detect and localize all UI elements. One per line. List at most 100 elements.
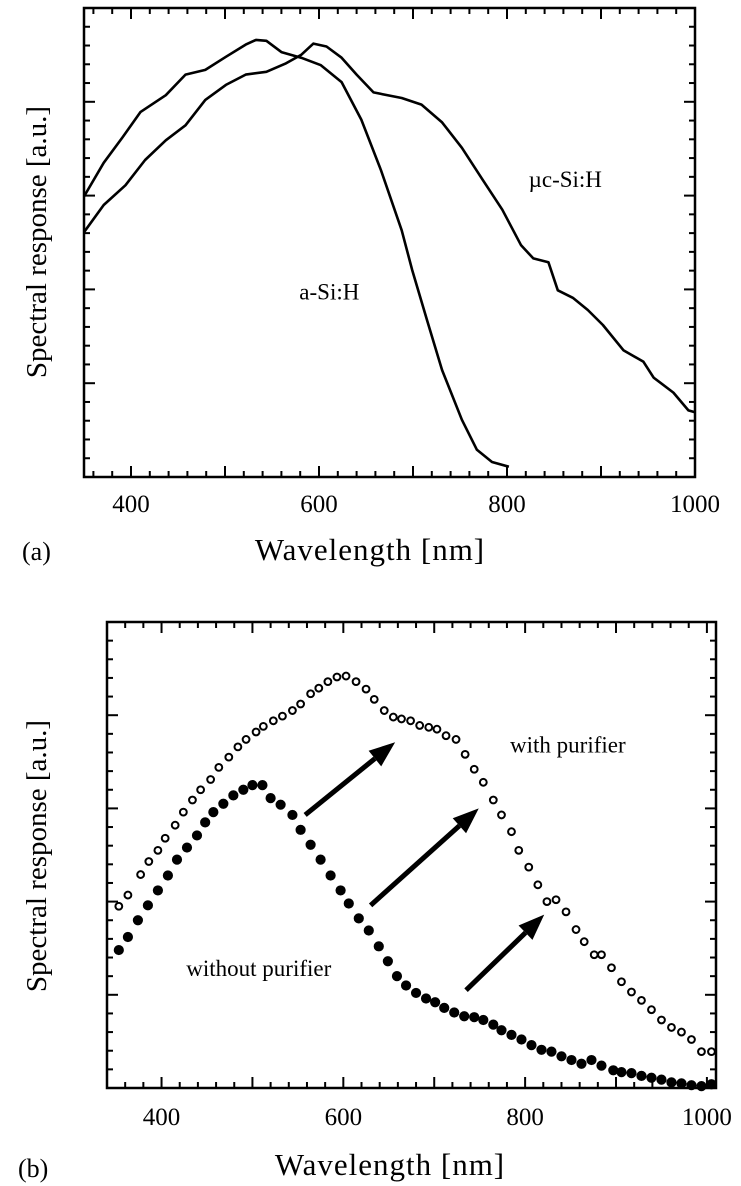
data-point-1	[208, 807, 219, 818]
data-point-1	[373, 941, 384, 952]
data-point-1	[488, 1019, 499, 1030]
data-point-1	[122, 931, 134, 943]
data-point-0	[160, 833, 170, 843]
data-point-1	[343, 898, 354, 909]
data-point-1	[353, 913, 364, 924]
data-point-1	[459, 1011, 470, 1022]
data-point-1	[686, 1080, 697, 1091]
panel-b: Spectral response [a.u.] Wavelength [nm]…	[18, 620, 732, 1183]
data-point-1	[305, 839, 316, 850]
data-point-0	[627, 987, 636, 997]
x-tick-label: 1000	[670, 491, 720, 518]
data-point-0	[332, 672, 342, 682]
data-point-0	[667, 1023, 676, 1032]
x-tick-label: 400	[143, 1104, 181, 1131]
data-point-0	[196, 785, 206, 795]
x-tick-label: 800	[506, 1104, 544, 1131]
data-point-0	[561, 907, 571, 917]
data-point-1	[287, 809, 298, 821]
data-point-0	[647, 1005, 656, 1015]
data-point-1	[275, 799, 286, 810]
x-tick-label: 800	[488, 491, 526, 518]
data-point-1	[191, 830, 203, 841]
data-point-0	[224, 752, 234, 762]
data-point-1	[363, 925, 374, 936]
data-point-0	[206, 775, 216, 784]
data-point-0	[571, 925, 581, 934]
data-point-0	[524, 862, 534, 872]
data-point-0	[617, 977, 626, 987]
data-point-0	[441, 731, 451, 741]
panel-b-ylabel: Spectral response [a.u.]	[21, 720, 53, 992]
x-tick-label: 600	[300, 491, 338, 518]
data-point-1	[257, 780, 268, 791]
data-point-1	[696, 1081, 707, 1092]
data-point-0	[514, 845, 524, 855]
data-point-1	[325, 870, 336, 881]
data-point-0	[288, 706, 297, 715]
data-point-1	[420, 993, 432, 1004]
data-point-0	[589, 950, 599, 960]
data-point-1	[608, 1065, 619, 1076]
data-point-1	[586, 1054, 597, 1066]
series-line-0	[82, 38, 510, 468]
data-point-0	[369, 694, 379, 704]
data-point-1	[335, 885, 346, 896]
data-point-0	[258, 721, 268, 731]
data-point-1	[616, 1067, 627, 1078]
data-point-0	[296, 699, 306, 709]
data-point-0	[178, 807, 188, 817]
data-point-0	[241, 735, 251, 744]
data-point-1	[449, 1007, 460, 1018]
data-point-0	[542, 897, 552, 906]
data-point-0	[478, 777, 488, 787]
data-point-1	[152, 885, 164, 896]
data-point-1	[656, 1074, 667, 1085]
panel-b-label: (b)	[18, 1154, 48, 1183]
data-point-1	[295, 824, 306, 835]
data-point-1	[391, 971, 403, 982]
data-point-1	[228, 790, 239, 801]
annotation-label: µc-Si:H	[529, 167, 602, 192]
data-point-0	[637, 995, 646, 1005]
series-line-1	[82, 42, 696, 414]
data-point-1	[666, 1077, 677, 1088]
data-point-0	[153, 845, 163, 855]
data-point-0	[657, 1015, 666, 1025]
data-point-0	[214, 762, 224, 772]
data-point-0	[306, 689, 316, 699]
data-point-1	[636, 1070, 647, 1081]
arrow-shaft	[303, 756, 377, 817]
data-point-0	[188, 795, 197, 805]
data-point-0	[687, 1035, 696, 1044]
data-point-1	[238, 784, 249, 795]
data-point-1	[536, 1044, 547, 1055]
data-point-0	[415, 721, 425, 730]
data-point-0	[144, 857, 154, 866]
annotation-label: a-Si:H	[299, 280, 359, 305]
plot-frame	[105, 620, 718, 1090]
data-point-0	[697, 1047, 706, 1057]
data-point-1	[706, 1079, 717, 1090]
arrow-head	[518, 914, 545, 940]
arrow-shaft	[464, 930, 528, 992]
data-point-0	[233, 742, 243, 752]
data-point-1	[315, 854, 326, 865]
data-point-1	[469, 1012, 480, 1023]
data-point-1	[162, 870, 173, 881]
data-point-1	[247, 780, 258, 791]
data-point-1	[506, 1029, 517, 1040]
panel-b-xlabel: Wavelength [nm]	[275, 1147, 505, 1182]
data-point-0	[469, 764, 479, 774]
data-point-0	[379, 706, 389, 715]
x-tick-label: 600	[325, 1104, 363, 1131]
data-point-0	[351, 677, 361, 687]
panel-a-ylabel: Spectral response [a.u.]	[21, 106, 53, 378]
data-point-1	[526, 1040, 537, 1051]
data-point-0	[123, 890, 133, 900]
data-point-0	[497, 810, 506, 820]
data-point-1	[478, 1014, 489, 1026]
data-point-0	[278, 711, 287, 721]
data-point-1	[556, 1051, 567, 1062]
